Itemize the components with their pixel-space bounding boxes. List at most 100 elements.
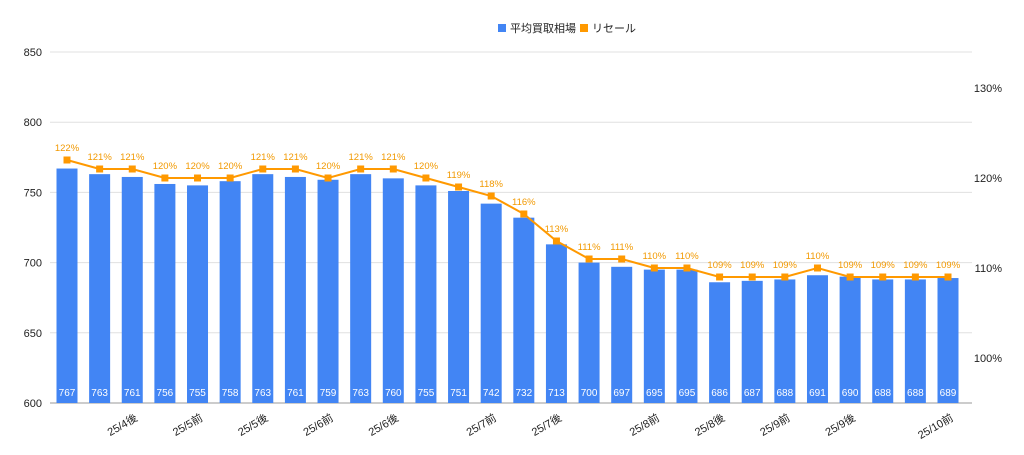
resale-point	[846, 273, 854, 281]
resale-value-label: 109%	[838, 260, 863, 271]
resale-point	[259, 165, 267, 173]
bar-value-label: 695	[646, 388, 663, 399]
x-tick-label: 25/8後	[692, 410, 727, 438]
bar-value-label: 690	[842, 388, 859, 399]
resale-value-label: 109%	[773, 260, 798, 271]
resale-point	[389, 165, 397, 173]
resale-point	[944, 273, 952, 281]
resale-value-label: 121%	[349, 152, 374, 163]
legend-label-bar: 平均買取相場	[510, 22, 576, 35]
bar	[643, 269, 665, 403]
resale-value-label: 111%	[578, 242, 601, 253]
resale-point	[552, 237, 560, 245]
resale-point	[520, 210, 528, 218]
resale-point	[357, 165, 365, 173]
resale-point	[618, 255, 626, 263]
right-tick-label: 120%	[974, 173, 1002, 185]
bar-value-label: 763	[352, 388, 369, 399]
left-tick-label: 600	[24, 398, 42, 410]
bar	[741, 280, 763, 403]
bar-value-label: 755	[418, 388, 435, 399]
resale-value-label: 118%	[479, 179, 503, 190]
resale-value-label: 120%	[316, 161, 341, 172]
bar	[872, 279, 894, 403]
x-tick-label: 25/9前	[757, 410, 792, 438]
resale-value-label: 109%	[707, 260, 732, 271]
bar-value-label: 687	[744, 388, 761, 399]
x-tick-label: 25/6後	[366, 410, 401, 438]
bar	[480, 203, 502, 403]
resale-value-label: 109%	[936, 260, 961, 271]
resale-value-label: 120%	[153, 161, 178, 172]
bar-value-label: 761	[124, 388, 141, 399]
bar	[774, 279, 796, 403]
resale-value-label: 110%	[643, 251, 667, 262]
right-tick-label: 100%	[974, 353, 1002, 365]
legend-swatch-bar	[498, 24, 506, 32]
resale-point	[128, 165, 136, 173]
bar-value-label: 756	[157, 388, 174, 399]
bar-value-label: 758	[222, 388, 239, 399]
bar-value-label: 742	[483, 388, 500, 399]
resale-value-label: 110%	[806, 251, 830, 262]
bar	[252, 174, 274, 403]
resale-point	[324, 174, 332, 182]
bar	[121, 176, 143, 403]
resale-point	[748, 273, 756, 281]
resale-value-label: 120%	[414, 161, 439, 172]
bar-value-label: 751	[450, 388, 467, 399]
left-tick-label: 850	[24, 47, 42, 59]
resale-point	[716, 273, 724, 281]
bar	[937, 278, 959, 403]
bar	[578, 262, 600, 403]
left-tick-label: 700	[24, 258, 42, 270]
bar-value-label: 688	[907, 388, 924, 399]
bar-value-label: 713	[548, 388, 565, 399]
resale-value-label: 121%	[87, 152, 112, 163]
legend: 平均買取相場 リセール	[498, 22, 636, 35]
bar-value-label: 760	[385, 388, 402, 399]
resale-point	[96, 165, 104, 173]
resale-point	[226, 174, 234, 182]
left-tick-label: 750	[24, 187, 42, 199]
resale-value-label: 120%	[218, 161, 243, 172]
resale-point	[585, 255, 593, 263]
bar-value-label: 700	[581, 388, 598, 399]
left-tick-label: 800	[24, 117, 42, 129]
resale-value-label: 122%	[55, 143, 80, 154]
bar	[611, 266, 633, 403]
bar	[317, 179, 339, 403]
bar-value-label: 759	[320, 388, 337, 399]
resale-value-label: 113%	[545, 224, 569, 235]
bar-value-label: 691	[809, 388, 826, 399]
x-tick-label: 25/5後	[235, 410, 270, 438]
bar	[350, 174, 372, 403]
x-tick-label: 25/10前	[915, 410, 955, 441]
resale-point	[813, 264, 821, 272]
legend-label-line: リセール	[592, 22, 636, 35]
left-tick-label: 650	[24, 328, 42, 340]
bar	[545, 244, 567, 403]
bar	[904, 279, 926, 403]
bar	[284, 176, 306, 403]
bar-value-label: 695	[679, 388, 696, 399]
resale-value-label: 121%	[381, 152, 406, 163]
bar-value-label: 732	[515, 388, 532, 399]
right-tick-label: 110%	[975, 263, 1003, 275]
bar	[806, 275, 828, 403]
resale-point	[161, 174, 169, 182]
resale-point	[879, 273, 887, 281]
bar-value-label: 763	[254, 388, 271, 399]
resale-point	[487, 192, 495, 200]
bar	[839, 276, 861, 403]
right-tick-label: 130%	[974, 83, 1002, 95]
resale-value-label: 109%	[871, 260, 896, 271]
bar-value-label: 763	[91, 388, 108, 399]
resale-point	[781, 273, 789, 281]
resale-value-label: 109%	[740, 260, 765, 271]
bar-value-label: 755	[189, 388, 206, 399]
resale-value-label: 121%	[120, 152, 145, 163]
bar-value-label: 761	[287, 388, 304, 399]
resale-point	[683, 264, 691, 272]
